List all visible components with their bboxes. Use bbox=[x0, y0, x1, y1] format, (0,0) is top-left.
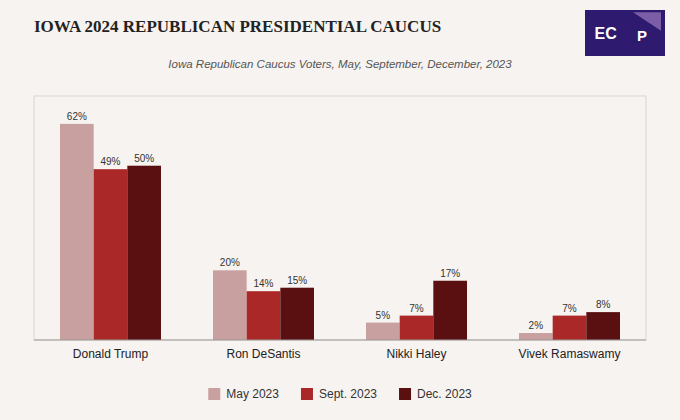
data-label: 49% bbox=[100, 156, 120, 167]
bar bbox=[247, 291, 281, 340]
bars bbox=[60, 124, 620, 340]
legend-swatch bbox=[208, 388, 220, 400]
bar bbox=[60, 124, 94, 340]
plot-frame bbox=[34, 96, 646, 340]
data-labels: 62% 20% 5% 2% 49% 14% 7% 7% 50% 15% 17% 8% bbox=[67, 111, 611, 331]
legend-item: May 2023 bbox=[208, 387, 279, 401]
data-label: 14% bbox=[253, 278, 273, 289]
logo-box bbox=[585, 10, 665, 56]
bar bbox=[433, 281, 467, 340]
data-label: 15% bbox=[287, 275, 307, 286]
bar bbox=[280, 288, 314, 340]
annotation: EC bbox=[595, 25, 618, 42]
x-tick-label: Ron DeSantis bbox=[226, 347, 300, 361]
bar bbox=[400, 316, 434, 340]
bar bbox=[213, 270, 247, 340]
data-label: 62% bbox=[67, 111, 87, 122]
bar bbox=[366, 323, 400, 340]
data-label: 7% bbox=[562, 303, 577, 314]
legend-swatch bbox=[399, 388, 411, 400]
data-label: 20% bbox=[220, 257, 240, 268]
legend-label: Sept. 2023 bbox=[319, 387, 377, 401]
annotation: P bbox=[637, 27, 647, 44]
title: IOWA 2024 REPUBLICAN PRESIDENTIAL CAUCUS bbox=[34, 17, 441, 36]
chart: IOWA 2024 REPUBLICAN PRESIDENTIAL CAUCUS… bbox=[0, 0, 680, 420]
x-tick-label: Nikki Haley bbox=[386, 347, 446, 361]
data-label: 7% bbox=[409, 303, 424, 314]
bar bbox=[519, 333, 553, 340]
legend-item: Sept. 2023 bbox=[301, 387, 377, 401]
x-tick-label: Vivek Ramaswamy bbox=[519, 347, 621, 361]
bar bbox=[553, 316, 587, 340]
data-label: 5% bbox=[376, 310, 391, 321]
logo: EC P bbox=[585, 10, 665, 56]
x-tick-label: Donald Trump bbox=[73, 347, 149, 361]
bar bbox=[94, 169, 128, 340]
x-axis-line bbox=[34, 340, 646, 341]
data-label: 50% bbox=[134, 153, 154, 164]
data-label: 2% bbox=[529, 320, 544, 331]
legend-label: Dec. 2023 bbox=[417, 387, 472, 401]
legend: May 2023 Sept. 2023 Dec. 2023 bbox=[208, 387, 472, 401]
legend-swatch bbox=[301, 388, 313, 400]
background bbox=[0, 0, 680, 420]
subtitle: Iowa Republican Caucus Voters, May, Sept… bbox=[168, 58, 512, 70]
data-label: 8% bbox=[596, 299, 611, 310]
data-label: 17% bbox=[440, 268, 460, 279]
legend-item: Dec. 2023 bbox=[399, 387, 472, 401]
bar bbox=[586, 312, 620, 340]
bar bbox=[127, 166, 161, 340]
legend-label: May 2023 bbox=[226, 387, 279, 401]
